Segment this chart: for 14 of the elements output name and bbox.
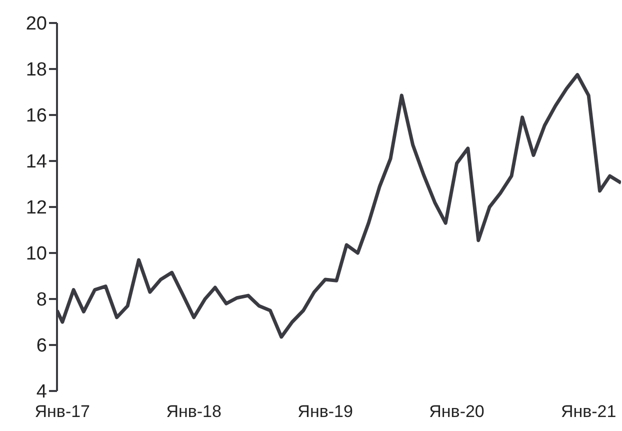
x-tick-label: Янв-19 <box>298 402 353 422</box>
y-tick-label: 4 <box>36 382 48 403</box>
x-tick-label: Янв-21 <box>560 402 616 422</box>
y-tick-label: 20 <box>26 14 47 35</box>
y-tick-label: 12 <box>26 198 47 219</box>
y-tick-label: 14 <box>26 152 48 173</box>
y-tick-label: 10 <box>26 244 47 265</box>
y-tick-label: 8 <box>36 290 47 311</box>
y-tick-label: 6 <box>36 336 47 357</box>
y-tick-label: 16 <box>26 106 47 127</box>
x-tick-label: Янв-20 <box>429 402 484 422</box>
x-tick-label: Янв-17 <box>34 402 90 422</box>
y-tick-label: 18 <box>26 60 47 81</box>
x-tick-label: Янв-18 <box>166 402 222 422</box>
